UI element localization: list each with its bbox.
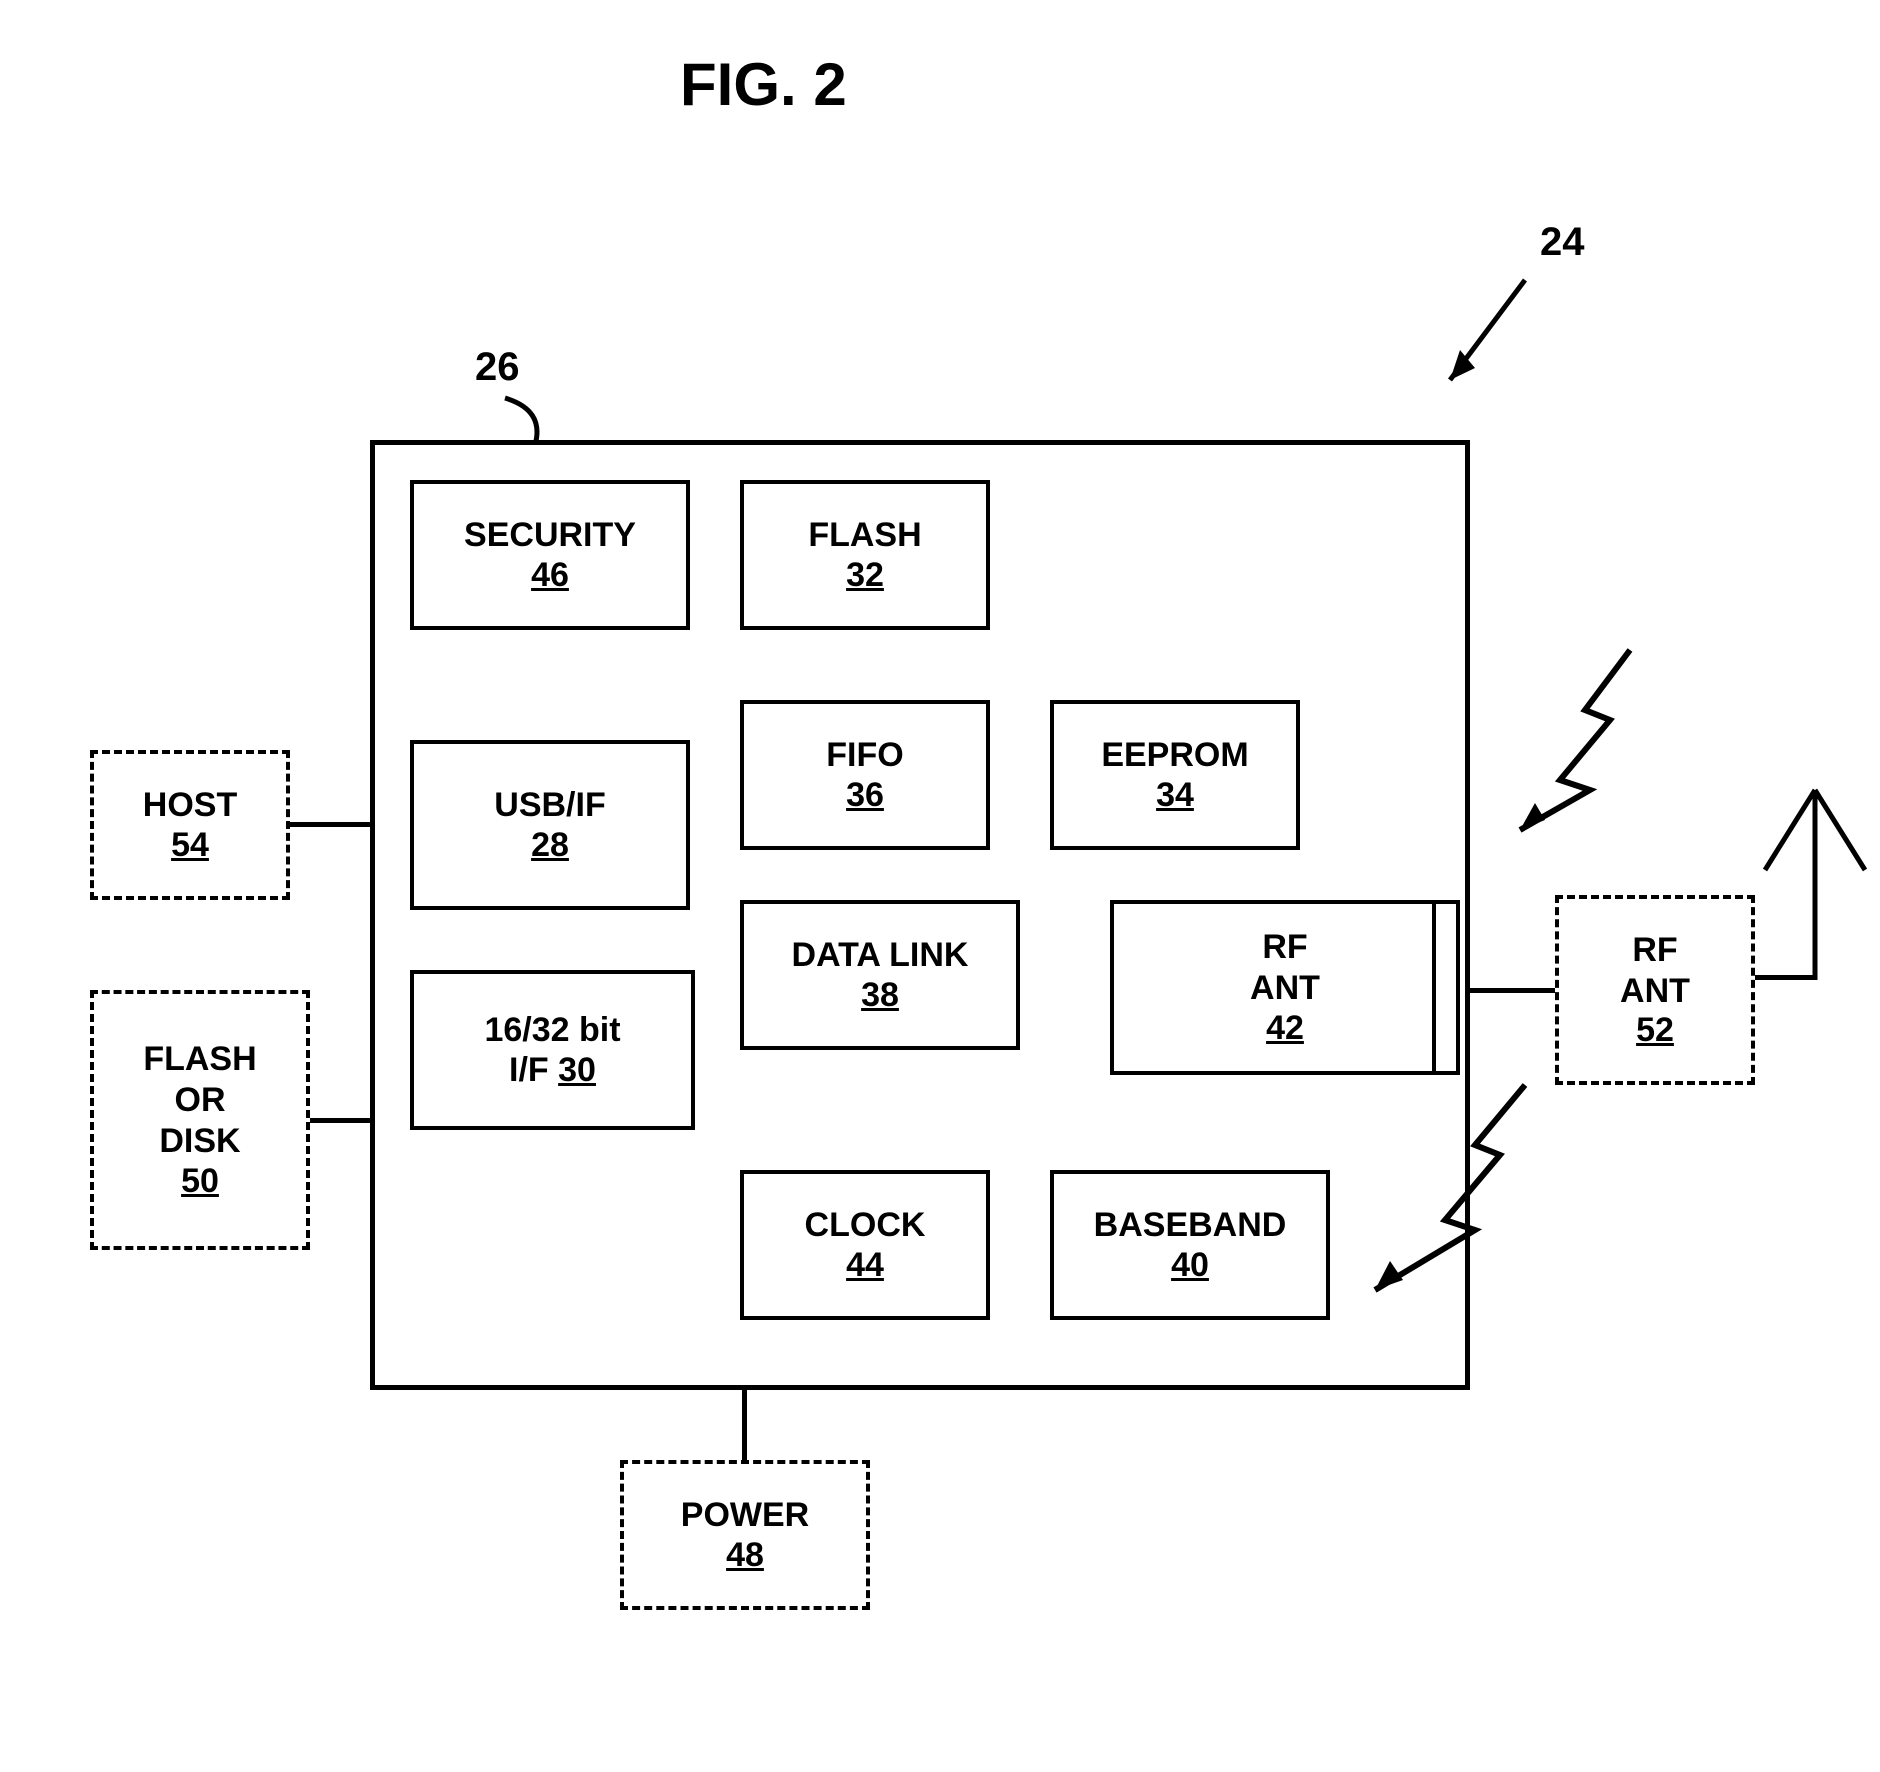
block-bitif: 16/32 bit I/F 30 — [410, 970, 695, 1130]
block-clock-label: CLOCK — [805, 1205, 926, 1246]
block-datalink: DATA LINK 38 — [740, 900, 1020, 1050]
block-baseband: BASEBAND 40 — [1050, 1170, 1330, 1320]
ref-arrow-24 — [1430, 270, 1540, 410]
block-rfant-in-label2: ANT — [1250, 968, 1320, 1009]
block-bitif-ref: 30 — [558, 1051, 596, 1089]
block-datalink-label: DATA LINK — [792, 935, 969, 976]
block-host-label: HOST — [143, 785, 237, 826]
bolt-lower-icon — [1335, 1075, 1555, 1305]
conn-rf — [1470, 988, 1555, 993]
block-power: POWER 48 — [620, 1460, 870, 1610]
block-rfant-in-ref: 42 — [1266, 1009, 1304, 1048]
block-security-ref: 46 — [531, 556, 569, 595]
block-baseband-label: BASEBAND — [1094, 1205, 1287, 1246]
block-power-label: POWER — [681, 1495, 809, 1536]
block-flash-disk-label3: DISK — [159, 1121, 240, 1162]
block-security-label: SECURITY — [464, 515, 636, 556]
conn-antenna — [1755, 975, 1815, 980]
figure-title: FIG. 2 — [680, 50, 847, 119]
block-rfant-ext-ref: 52 — [1636, 1011, 1674, 1050]
block-eeprom-label: EEPROM — [1101, 735, 1248, 776]
block-baseband-ref: 40 — [1171, 1246, 1209, 1285]
block-flash-label: FLASH — [808, 515, 921, 556]
block-flash-disk: FLASH OR DISK 50 — [90, 990, 310, 1250]
block-datalink-ref: 38 — [861, 976, 899, 1015]
block-flash-disk-label2: OR — [175, 1080, 226, 1121]
block-flash-disk-ref: 50 — [181, 1162, 219, 1201]
block-usbif: USB/IF 28 — [410, 740, 690, 910]
block-eeprom: EEPROM 34 — [1050, 700, 1300, 850]
antenna-icon — [1755, 750, 1875, 1050]
conn-power — [742, 1390, 747, 1460]
bolt-upper-icon — [1490, 640, 1650, 840]
block-host-ref: 54 — [171, 826, 209, 865]
block-fifo-ref: 36 — [846, 776, 884, 815]
block-flash-ref: 32 — [846, 556, 884, 595]
block-rfant-in-label1: RF — [1262, 927, 1307, 968]
block-bitif-label1: 16/32 bit — [484, 1010, 620, 1051]
conn-flashdisk — [310, 1118, 370, 1123]
figure-ref: 24 — [1540, 220, 1585, 265]
block-bitif-line2: I/F 30 — [509, 1051, 596, 1090]
block-power-ref: 48 — [726, 1536, 764, 1575]
block-security: SECURITY 46 — [410, 480, 690, 630]
main-ref-label: 26 — [475, 345, 520, 390]
block-flash: FLASH 32 — [740, 480, 990, 630]
rfant-in-inner-bar — [1432, 904, 1436, 1071]
block-rfant-in: RF ANT 42 — [1110, 900, 1460, 1075]
block-rfant-ext: RF ANT 52 — [1555, 895, 1755, 1085]
block-rfant-ext-label2: ANT — [1620, 971, 1690, 1012]
block-rfant-ext-label1: RF — [1632, 930, 1677, 971]
block-usbif-ref: 28 — [531, 826, 569, 865]
block-fifo-label: FIFO — [826, 735, 903, 776]
block-clock: CLOCK 44 — [740, 1170, 990, 1320]
block-bitif-label2: I/F — [509, 1051, 549, 1089]
block-usbif-label: USB/IF — [494, 785, 605, 826]
block-host: HOST 54 — [90, 750, 290, 900]
conn-host — [290, 822, 370, 827]
block-fifo: FIFO 36 — [740, 700, 990, 850]
block-eeprom-ref: 34 — [1156, 776, 1194, 815]
block-flash-disk-label1: FLASH — [143, 1039, 256, 1080]
block-clock-ref: 44 — [846, 1246, 884, 1285]
